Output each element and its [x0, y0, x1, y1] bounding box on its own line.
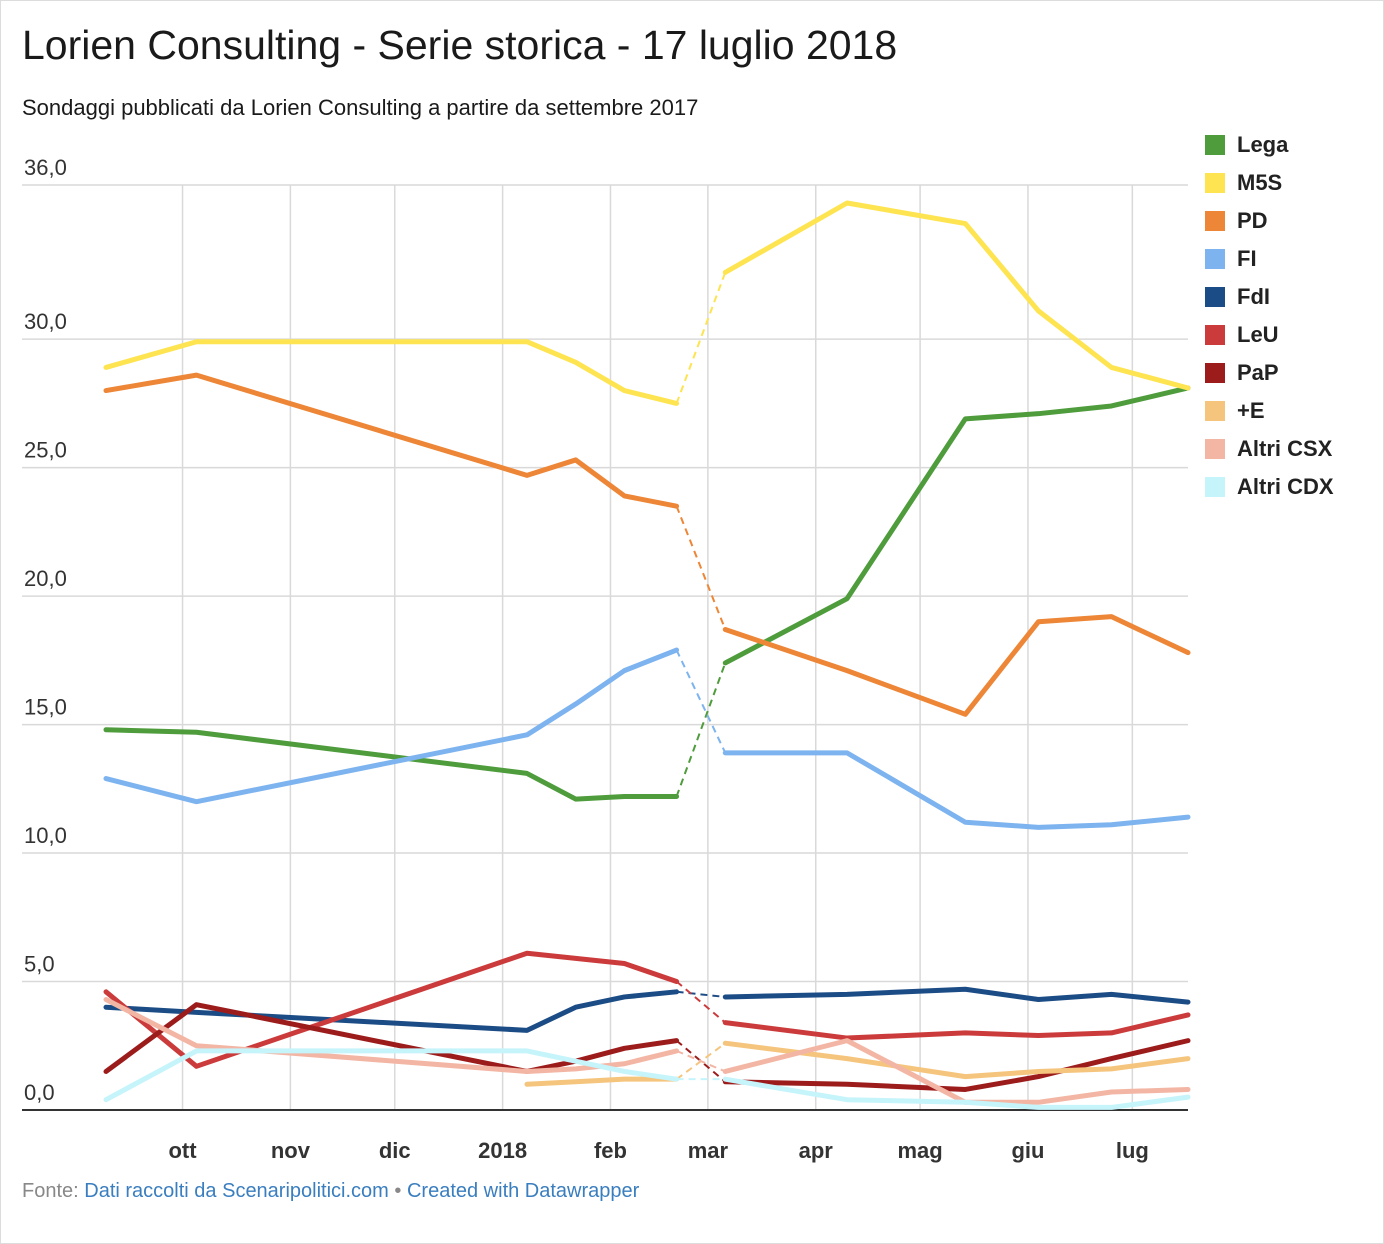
- series-fi-line: [722, 750, 1191, 830]
- legend-label: FdI: [1237, 284, 1270, 309]
- series-fi-line: [103, 647, 680, 805]
- legend-label: FI: [1237, 246, 1257, 271]
- legend-label: Altri CDX: [1237, 474, 1334, 499]
- series-pap-gap-line: [675, 1039, 726, 1083]
- legend-label: Altri CSX: [1237, 436, 1333, 461]
- x-tick-label: dic: [379, 1138, 411, 1163]
- series-pd-line: [722, 614, 1191, 717]
- legend-label: PD: [1237, 208, 1268, 233]
- y-tick-label: 15,0: [24, 695, 67, 720]
- x-tick-label: mar: [688, 1138, 729, 1163]
- legend-swatch: [1205, 287, 1225, 307]
- series-m5s-line: [722, 200, 1191, 391]
- chart-subtitle: Sondaggi pubblicati da Lorien Consulting…: [22, 95, 699, 120]
- x-tick-label: lug: [1116, 1138, 1149, 1163]
- series-leu-line: [722, 1012, 1191, 1041]
- legend-item: Altri CSX: [1205, 430, 1334, 468]
- legend-item: FI: [1205, 240, 1334, 278]
- footer-prefix: Fonte:: [22, 1180, 79, 1202]
- legend-swatch: [1205, 135, 1225, 155]
- legend-swatch: [1205, 325, 1225, 345]
- series-leu-line: [103, 950, 680, 1069]
- y-tick-label: 36,0: [24, 155, 67, 180]
- series-altri-csx-gap-line: [676, 1049, 726, 1073]
- y-tick-label: 20,0: [24, 566, 67, 591]
- series-pd-line: [103, 372, 680, 509]
- x-tick-label: nov: [271, 1138, 311, 1163]
- legend-item: PD: [1205, 202, 1334, 240]
- series-fdi-line: [103, 989, 680, 1033]
- source-link[interactable]: Dati raccolti da Scenaripolitici.com: [84, 1180, 389, 1202]
- series-lega-gap-line: [675, 662, 727, 797]
- legend-swatch: [1205, 401, 1225, 421]
- series-e-line: [524, 1076, 680, 1087]
- series-e-line: [722, 1040, 1191, 1080]
- series-altri-csx-line: [722, 1038, 1191, 1105]
- x-tick-label: apr: [799, 1138, 834, 1163]
- series-leu-gap-line: [675, 980, 726, 1024]
- legend-label: Lega: [1237, 132, 1289, 157]
- y-tick-label: 30,0: [24, 309, 67, 334]
- footer-separator: •: [394, 1180, 402, 1202]
- y-tick-label: 0,0: [24, 1080, 55, 1105]
- legend-label: LeU: [1237, 322, 1279, 347]
- series-fdi-gap-line: [676, 990, 726, 998]
- series-pap-line: [103, 1002, 680, 1074]
- series-lega-line: [103, 727, 680, 802]
- legend-label: M5S: [1237, 170, 1283, 195]
- legend-swatch: [1205, 477, 1225, 497]
- series-pap-line: [722, 1038, 1191, 1092]
- y-tick-label: 5,0: [24, 952, 55, 977]
- series-fi-gap-line: [675, 649, 727, 754]
- legend-item: Altri CDX: [1205, 468, 1334, 506]
- chart-legend: Lega M5S PD FI FdI LeU PaP +E Altri CSX Altri CDX: [1205, 126, 1334, 506]
- series-m5s-gap-line: [675, 272, 727, 404]
- credit-link[interactable]: Created with Datawrapper: [406, 1180, 640, 1202]
- legend-item: FdI: [1205, 278, 1334, 316]
- x-tick-label: 2018: [478, 1138, 527, 1163]
- legend-swatch: [1205, 211, 1225, 231]
- legend-label: PaP: [1237, 360, 1279, 385]
- series-altri-cdx-line: [722, 1076, 1191, 1110]
- legend-swatch: [1205, 173, 1225, 193]
- x-tick-label: ott: [168, 1138, 197, 1163]
- legend-item: +E: [1205, 392, 1334, 430]
- series-fdi-line: [722, 986, 1191, 1005]
- series-lega-line: [722, 385, 1191, 666]
- legend-swatch: [1205, 363, 1225, 383]
- x-tick-label: feb: [594, 1138, 627, 1163]
- series-m5s-line: [103, 339, 680, 406]
- legend-item: PaP: [1205, 354, 1334, 392]
- legend-item: M5S: [1205, 164, 1334, 202]
- legend-item: Lega: [1205, 126, 1334, 164]
- legend-swatch: [1205, 439, 1225, 459]
- y-tick-label: 10,0: [24, 823, 67, 848]
- legend-label: +E: [1237, 398, 1265, 423]
- y-tick-label: 25,0: [24, 438, 67, 463]
- footer: Fonte: Dati raccolti da Scenaripolitici.…: [22, 1180, 639, 1203]
- series-pd-gap-line: [675, 505, 727, 630]
- series-altri-csx-line: [103, 997, 680, 1074]
- x-tick-label: giu: [1011, 1138, 1044, 1163]
- x-tick-label: mag: [897, 1138, 942, 1163]
- chart-title: Lorien Consulting - Serie storica - 17 l…: [22, 22, 898, 68]
- legend-swatch: [1205, 249, 1225, 269]
- legend-item: LeU: [1205, 316, 1334, 354]
- series-altri-cdx-line: [103, 1048, 680, 1103]
